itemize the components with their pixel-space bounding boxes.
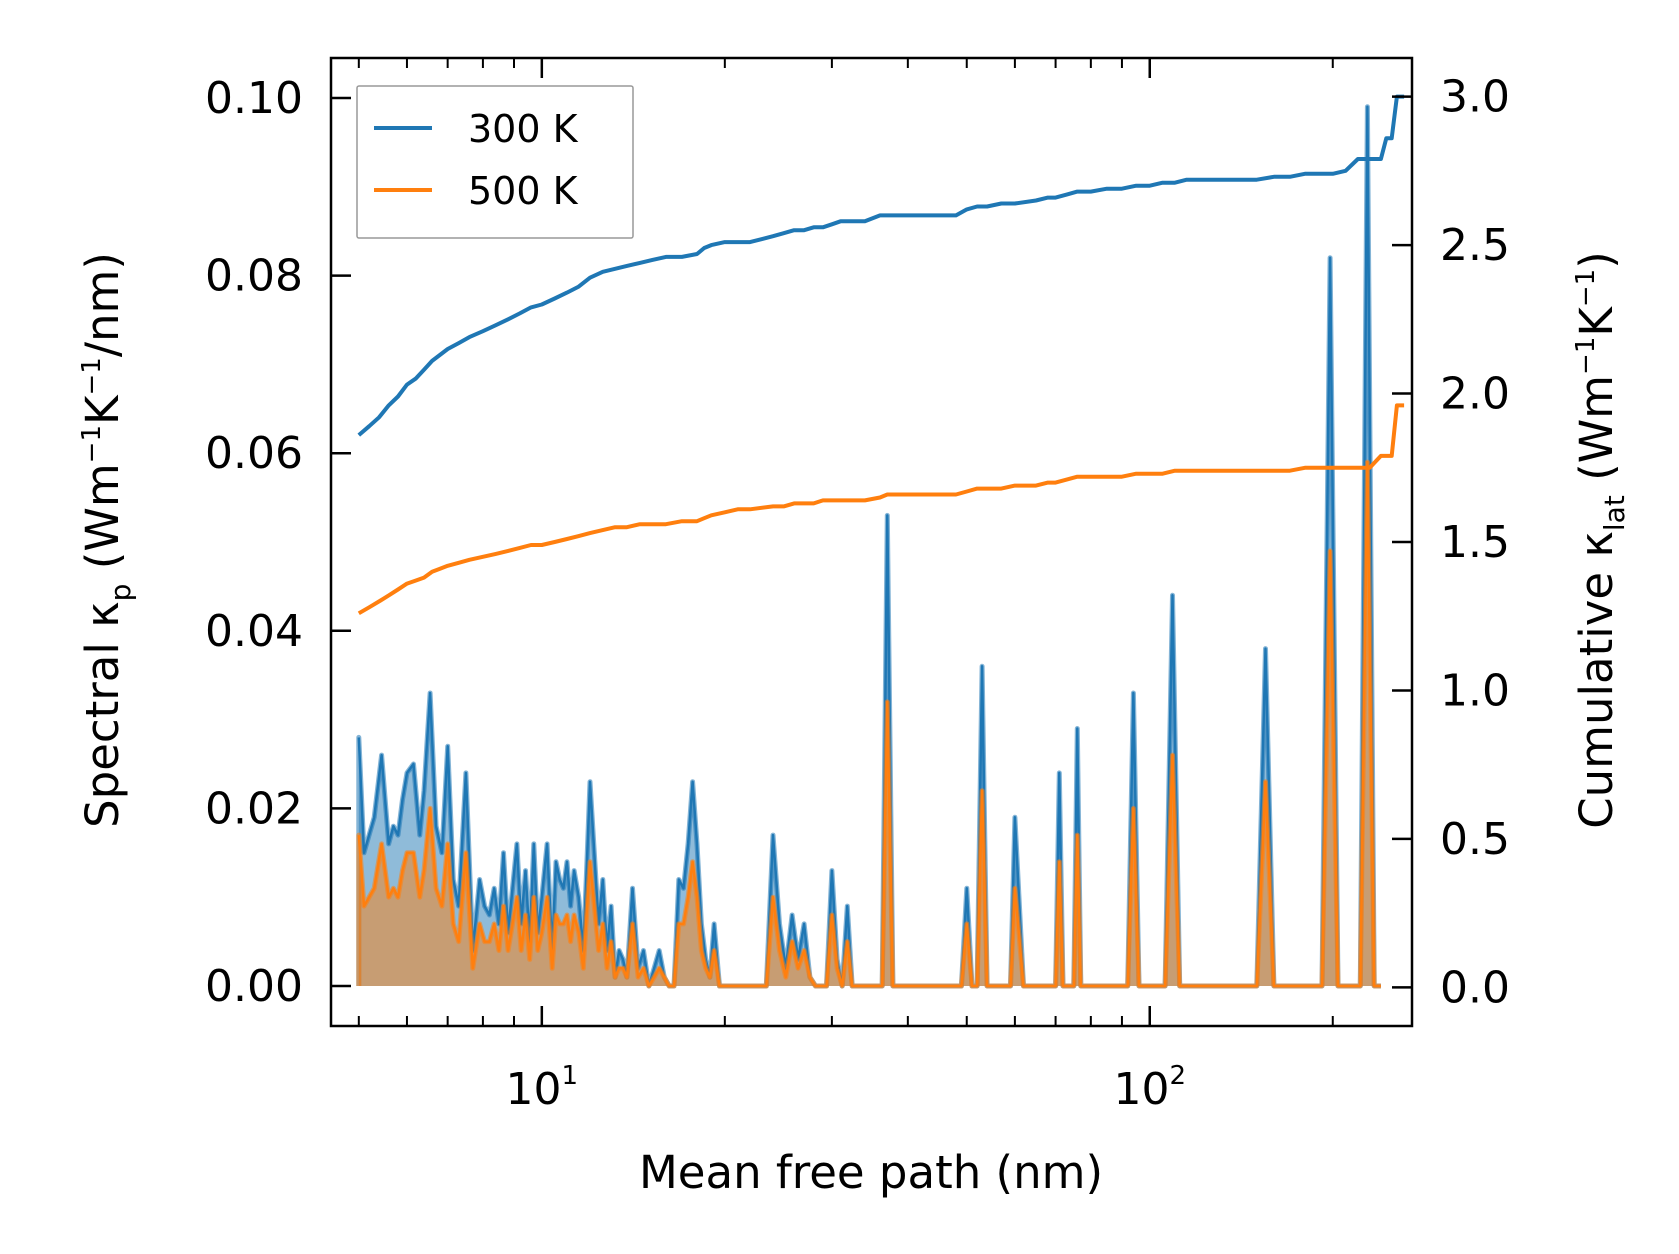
y-right-tick-label: 0.5 <box>1440 814 1510 865</box>
series-layer <box>356 94 1405 989</box>
y-right-tick-label: 2.5 <box>1440 220 1510 271</box>
y-left-tick-label: 0.04 <box>205 606 303 657</box>
y-right-axis-title: Cumulative κlat (Wm−1K−1) <box>1570 251 1631 829</box>
y-right-tick-label: 3.0 <box>1440 72 1510 123</box>
y-left-tick-label: 0.00 <box>205 961 303 1012</box>
y-right-tick-label: 1.5 <box>1440 517 1510 568</box>
cumulative-line-500k <box>357 403 1405 616</box>
legend: 300 K 500 K <box>356 85 634 239</box>
y-right-tick-label: 2.0 <box>1440 369 1510 420</box>
y-right-tick-label: 1.0 <box>1440 665 1510 716</box>
plot-frame <box>329 56 1414 1028</box>
y-left-tick-label: 0.10 <box>205 73 303 124</box>
x-tick-label: 101 <box>506 1061 579 1115</box>
legend-label-300k: 300 K <box>468 107 579 151</box>
legend-label-500k: 500 K <box>468 169 579 213</box>
y-left-axis-title: Spectral κp (Wm−1K−1/nm) <box>76 252 137 828</box>
y-right-tick-label: 0.0 <box>1440 962 1510 1013</box>
spectral-line-500k <box>357 460 1381 988</box>
cumulative-line-300k <box>357 94 1405 437</box>
x-tick-label: 102 <box>1113 1061 1186 1115</box>
x-axis-title: Mean free path (nm) <box>639 1146 1103 1199</box>
ticks-layer: 0.00 0.02 0.04 0.06 0.08 0.10 0.0 0.5 1.0 1.5 2.0 2… <box>205 58 1510 1115</box>
y-left-tick-label: 0.08 <box>205 251 303 302</box>
legend-frame <box>356 85 634 239</box>
y-left-tick-label: 0.06 <box>205 428 303 479</box>
y-left-tick-label: 0.02 <box>205 783 303 834</box>
